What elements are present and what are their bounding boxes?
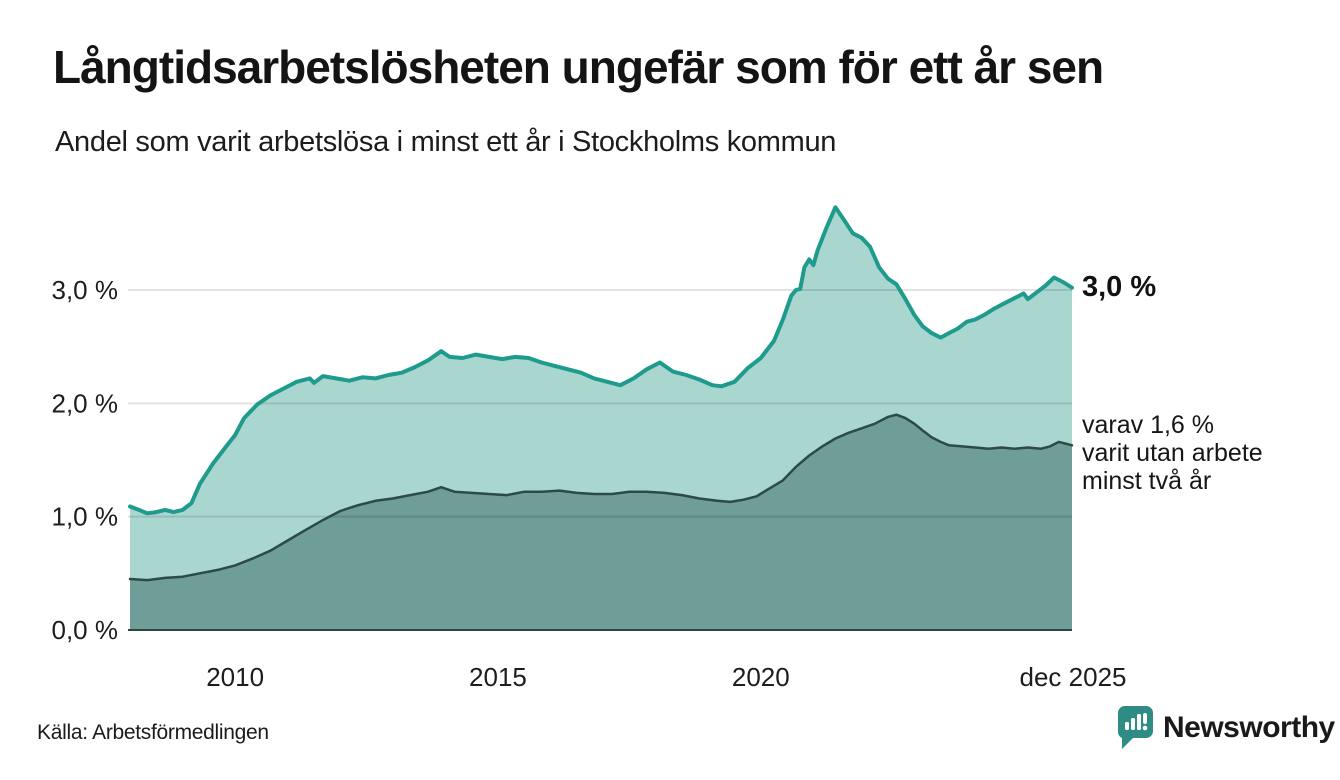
latest-value-annotation: 3,0 % bbox=[1082, 271, 1157, 303]
y-tick-label: 2,0 % bbox=[52, 388, 119, 418]
x-axis-tick-labels: 2010 2015 2020 dec 2025 bbox=[206, 662, 1126, 692]
x-tick-label: 2020 bbox=[732, 662, 790, 692]
y-tick-label: 3,0 % bbox=[52, 275, 119, 305]
y-tick-label: 1,0 % bbox=[52, 502, 119, 532]
bar-2 bbox=[1131, 718, 1135, 730]
area-unemployed-two-years bbox=[130, 414, 1072, 630]
breakdown-annotation-line1: varav 1,6 % bbox=[1082, 411, 1215, 439]
breakdown-annotation-line3: minst två år bbox=[1082, 467, 1212, 495]
x-tick-label: 2015 bbox=[469, 662, 527, 692]
bar-1 bbox=[1125, 722, 1129, 730]
source-credit: Källa: Arbetsförmedlingen bbox=[37, 721, 269, 744]
exclamation-dot bbox=[1142, 725, 1148, 731]
y-tick-label: 0,0 % bbox=[52, 615, 119, 645]
brand-name: Newsworthy bbox=[1163, 711, 1335, 744]
breakdown-annotation: varav 1,6 % varit utan arbete minst två … bbox=[1082, 411, 1263, 495]
exclamation-stem bbox=[1143, 713, 1147, 724]
x-tick-label: 2010 bbox=[206, 662, 264, 692]
x-tick-label: dec 2025 bbox=[1020, 662, 1127, 692]
newsworthy-bubble-chart-icon bbox=[1118, 706, 1153, 749]
chart-subtitle: Andel som varit arbetslösa i minst ett å… bbox=[55, 126, 837, 158]
chart-gridlines bbox=[128, 289, 1072, 518]
chart-areas bbox=[130, 207, 1072, 631]
page-title: Långtidsarbetslösheten ungefär som för e… bbox=[53, 41, 1104, 93]
bar-3 bbox=[1137, 714, 1141, 730]
newsworthy-logo: Newsworthy bbox=[1117, 705, 1335, 757]
line-unemployed-two-years bbox=[128, 413, 1074, 582]
breakdown-annotation-line2: varit utan arbete bbox=[1082, 439, 1263, 467]
line-unemployed-one-year bbox=[128, 205, 1074, 516]
speech-bubble-shape bbox=[1118, 706, 1153, 749]
y-axis-tick-labels: 0,0 % 1,0 % 2,0 % 3,0 % bbox=[52, 275, 119, 645]
